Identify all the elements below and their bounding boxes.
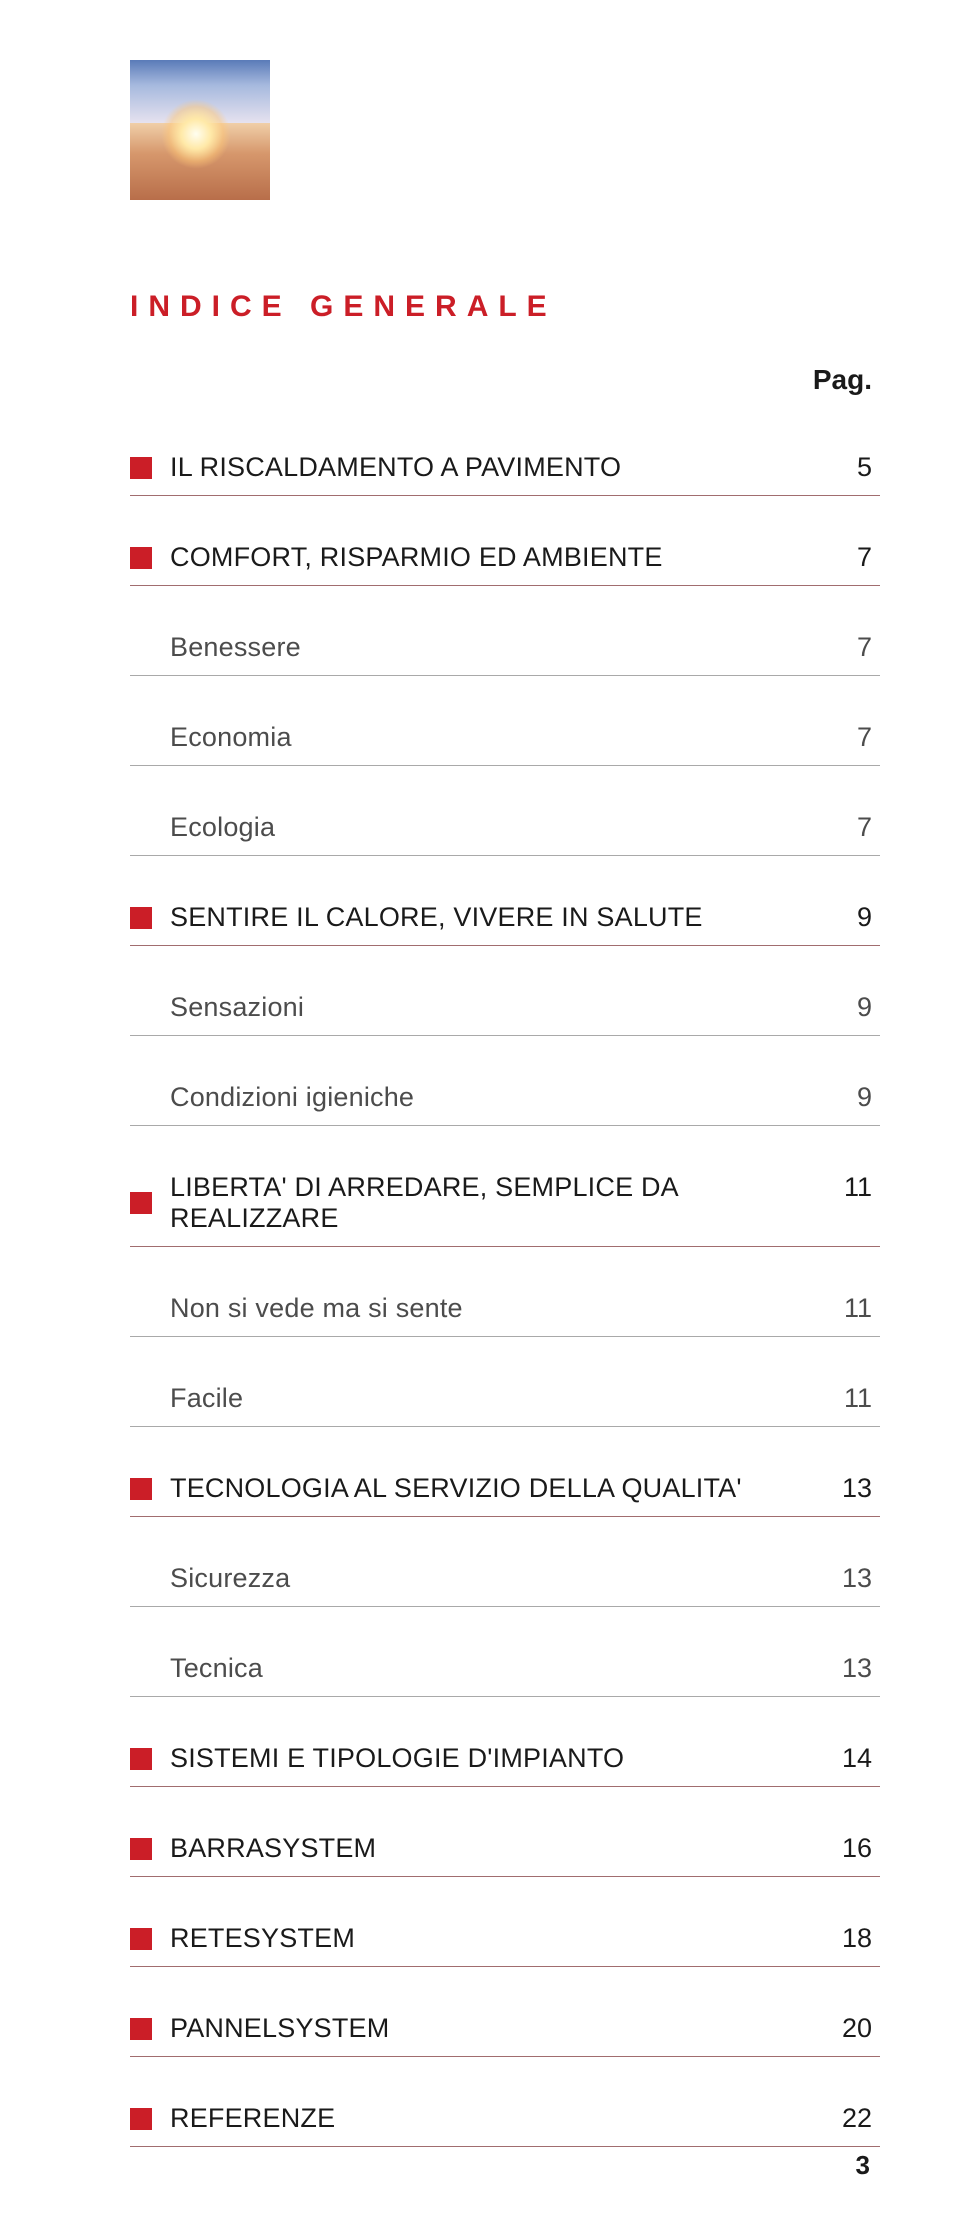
toc-label: SISTEMI E TIPOLOGIE D'IMPIANTO <box>170 1743 824 1774</box>
toc-label: LIBERTA' DI ARREDARE, SEMPLICE DA REALIZ… <box>170 1172 826 1234</box>
toc-page: 11 <box>844 1383 872 1414</box>
toc-row: SENTIRE IL CALORE, VIVERE IN SALUTE 9 <box>130 890 880 946</box>
toc-label: Ecologia <box>170 812 839 843</box>
toc-row: Sensazioni 9 <box>130 980 880 1036</box>
toc-label: COMFORT, RISPARMIO ED AMBIENTE <box>170 542 839 573</box>
toc-row: Sicurezza 13 <box>130 1551 880 1607</box>
bullet-spacer <box>130 1298 152 1320</box>
toc-label: Benessere <box>170 632 839 663</box>
toc-page: 11 <box>844 1293 872 1324</box>
toc-page: 16 <box>842 1833 872 1864</box>
toc-page: 7 <box>857 542 872 573</box>
page-column-header: Pag. <box>130 364 880 396</box>
bullet-icon <box>130 1192 152 1214</box>
toc-row: LIBERTA' DI ARREDARE, SEMPLICE DA REALIZ… <box>130 1160 880 1247</box>
toc-row: IL RISCALDAMENTO A PAVIMENTO 5 <box>130 440 880 496</box>
bullet-spacer <box>130 997 152 1019</box>
bullet-icon <box>130 1748 152 1770</box>
toc-label: Non si vede ma si sente <box>170 1293 826 1324</box>
toc-page: 11 <box>844 1172 872 1203</box>
bullet-spacer <box>130 1658 152 1680</box>
page-title: INDICE GENERALE <box>130 290 880 324</box>
toc-page: 9 <box>857 902 872 933</box>
toc-row: Economia 7 <box>130 710 880 766</box>
bullet-spacer <box>130 1087 152 1109</box>
toc-row: SISTEMI E TIPOLOGIE D'IMPIANTO 14 <box>130 1731 880 1787</box>
toc-row: TECNOLOGIA AL SERVIZIO DELLA QUALITA' 13 <box>130 1461 880 1517</box>
bullet-icon <box>130 547 152 569</box>
toc-list: IL RISCALDAMENTO A PAVIMENTO 5 COMFORT, RI… <box>130 440 880 2147</box>
page: INDICE GENERALE Pag. IL RISCALDAMENTO A … <box>0 0 960 2221</box>
bullet-spacer <box>130 637 152 659</box>
toc-page: 5 <box>857 452 872 483</box>
toc-page: 22 <box>842 2103 872 2134</box>
toc-row: Non si vede ma si sente 11 <box>130 1281 880 1337</box>
toc-row: REFERENZE 22 <box>130 2091 880 2147</box>
toc-page: 20 <box>842 2013 872 2044</box>
toc-page: 9 <box>857 1082 872 1113</box>
bullet-spacer <box>130 1388 152 1410</box>
toc-page: 13 <box>842 1653 872 1684</box>
bullet-spacer <box>130 817 152 839</box>
bullet-icon <box>130 1928 152 1950</box>
toc-label: PANNELSYSTEM <box>170 2013 824 2044</box>
bullet-icon <box>130 907 152 929</box>
toc-row: Tecnica 13 <box>130 1641 880 1697</box>
toc-label: RETESYSTEM <box>170 1923 824 1954</box>
toc-page: 18 <box>842 1923 872 1954</box>
logo-image <box>130 60 270 200</box>
toc-row: Benessere 7 <box>130 620 880 676</box>
toc-label: IL RISCALDAMENTO A PAVIMENTO <box>170 452 839 483</box>
toc-row: Condizioni igieniche 9 <box>130 1070 880 1126</box>
toc-page: 13 <box>842 1563 872 1594</box>
bullet-spacer <box>130 727 152 749</box>
toc-page: 9 <box>857 992 872 1023</box>
toc-row: BARRASYSTEM 16 <box>130 1821 880 1877</box>
toc-label: BARRASYSTEM <box>170 1833 824 1864</box>
toc-label: Condizioni igieniche <box>170 1082 839 1113</box>
toc-row: Facile 11 <box>130 1371 880 1427</box>
toc-row: RETESYSTEM 18 <box>130 1911 880 1967</box>
toc-row: PANNELSYSTEM 20 <box>130 2001 880 2057</box>
toc-label: TECNOLOGIA AL SERVIZIO DELLA QUALITA' <box>170 1473 824 1504</box>
toc-label: Tecnica <box>170 1653 824 1684</box>
bullet-icon <box>130 2108 152 2130</box>
toc-row: COMFORT, RISPARMIO ED AMBIENTE 7 <box>130 530 880 586</box>
toc-page: 13 <box>842 1473 872 1504</box>
bullet-icon <box>130 457 152 479</box>
toc-label: Economia <box>170 722 839 753</box>
page-number: 3 <box>856 2150 870 2181</box>
toc-label: SENTIRE IL CALORE, VIVERE IN SALUTE <box>170 902 839 933</box>
toc-label: Sicurezza <box>170 1563 824 1594</box>
toc-page: 7 <box>857 632 872 663</box>
bullet-spacer <box>130 1568 152 1590</box>
bullet-icon <box>130 1478 152 1500</box>
toc-label: Facile <box>170 1383 826 1414</box>
bullet-icon <box>130 1838 152 1860</box>
toc-page: 14 <box>842 1743 872 1774</box>
toc-label: REFERENZE <box>170 2103 824 2134</box>
toc-label: Sensazioni <box>170 992 839 1023</box>
bullet-icon <box>130 2018 152 2040</box>
toc-page: 7 <box>857 722 872 753</box>
toc-page: 7 <box>857 812 872 843</box>
toc-row: Ecologia 7 <box>130 800 880 856</box>
